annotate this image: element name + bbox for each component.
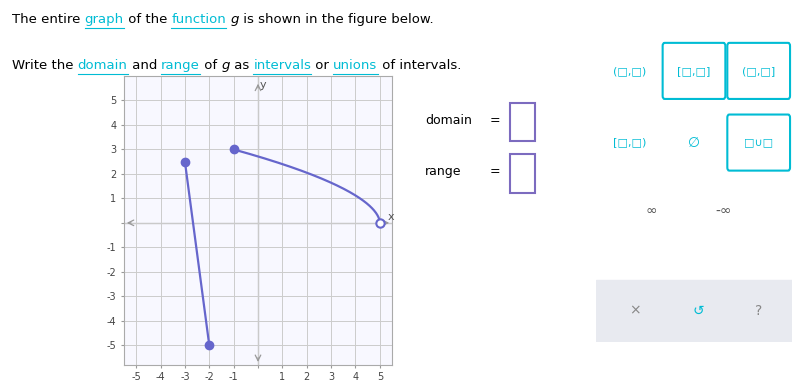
Text: intervals: intervals — [254, 59, 311, 72]
Text: [□,□]: [□,□] — [678, 66, 710, 76]
Text: g: g — [230, 13, 238, 26]
Text: ↺: ↺ — [692, 304, 704, 318]
Text: Write the: Write the — [12, 59, 78, 72]
Text: or: or — [311, 59, 334, 72]
Text: ×: × — [630, 304, 641, 318]
Text: unions: unions — [334, 59, 378, 72]
Text: of the: of the — [124, 13, 171, 26]
Text: range: range — [425, 165, 462, 178]
Text: (□,□]: (□,□] — [742, 66, 775, 76]
FancyBboxPatch shape — [662, 43, 726, 99]
Text: of intervals.: of intervals. — [378, 59, 461, 72]
Text: g: g — [222, 59, 230, 72]
Text: =: = — [490, 165, 501, 178]
Text: =: = — [490, 114, 501, 127]
Text: is shown in the figure below.: is shown in the figure below. — [238, 13, 434, 26]
Text: [□,□): [□,□) — [613, 138, 646, 147]
Text: domain: domain — [425, 114, 472, 127]
FancyBboxPatch shape — [510, 103, 535, 141]
Text: of: of — [200, 59, 222, 72]
Text: function: function — [171, 13, 226, 26]
Text: as: as — [230, 59, 254, 72]
FancyBboxPatch shape — [510, 154, 535, 193]
Text: (□,□): (□,□) — [613, 66, 646, 76]
Text: and: and — [128, 59, 162, 72]
Text: -∞: -∞ — [715, 204, 731, 218]
Text: x: x — [387, 212, 394, 222]
Text: y: y — [259, 79, 266, 90]
Text: □∪□: □∪□ — [744, 138, 774, 147]
Text: ∅: ∅ — [688, 136, 700, 150]
Text: domain: domain — [78, 59, 128, 72]
Text: graph: graph — [85, 13, 124, 26]
FancyBboxPatch shape — [727, 114, 790, 171]
Bar — [596, 280, 792, 342]
Text: range: range — [162, 59, 200, 72]
Text: The entire: The entire — [12, 13, 85, 26]
Text: ∞: ∞ — [645, 204, 657, 218]
FancyBboxPatch shape — [727, 43, 790, 99]
Text: ?: ? — [755, 304, 762, 318]
